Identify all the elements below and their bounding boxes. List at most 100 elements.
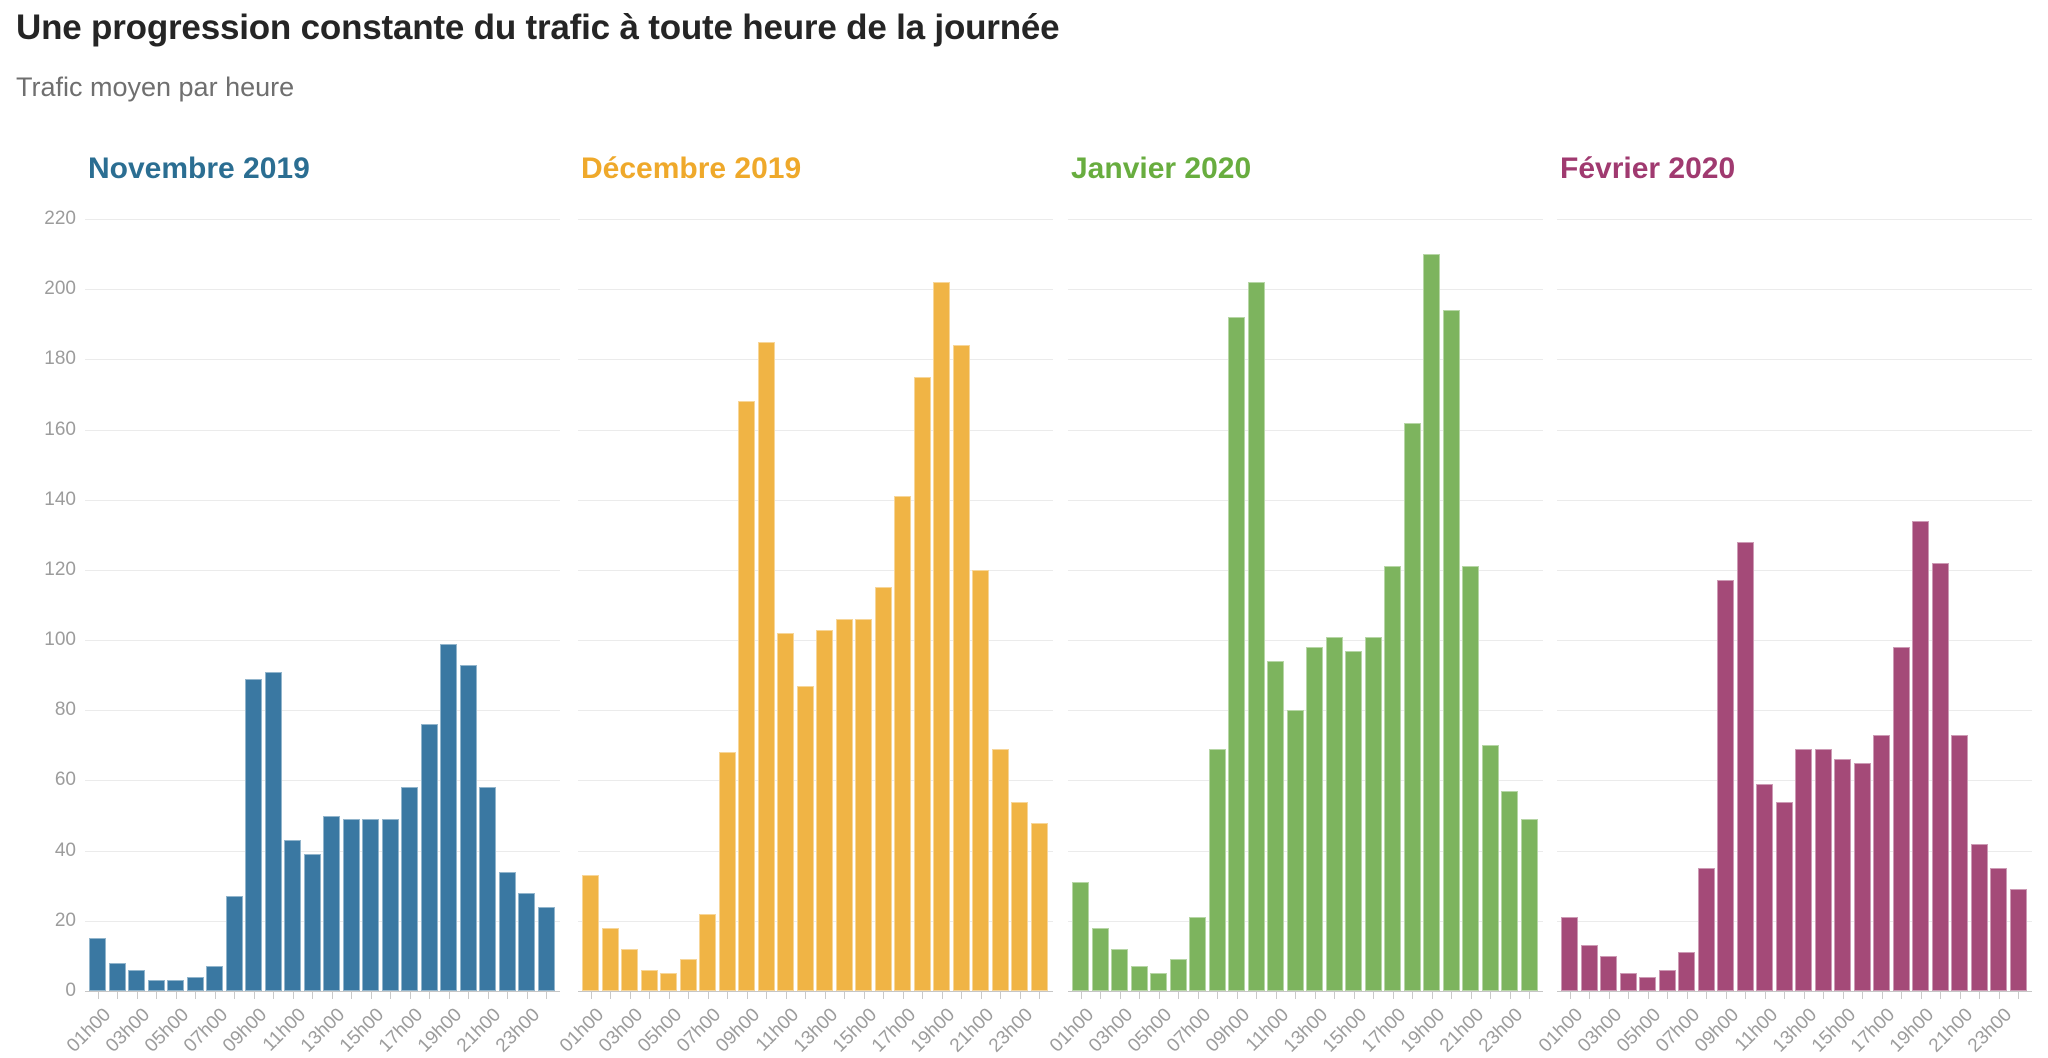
x-axis-label-17h00: 17h00 [867,1004,921,1057]
bar-decembre-2019-20h00 [952,345,970,991]
gridline-y-120 [85,569,560,571]
x-tick [1139,992,1140,999]
x-tick [1764,992,1766,999]
x-tick [1412,992,1413,999]
bar-novembre-2019-06h00 [186,976,204,991]
x-tick [1275,992,1277,999]
bar-novembre-2019-08h00 [225,896,243,991]
bar-novembre-2019-09h00 [245,678,263,991]
y-axis-label-20: 20 [54,909,76,931]
x-axis-label-03h00: 03h00 [594,1004,648,1057]
bar-novembre-2019-01h00 [89,938,107,991]
bar-fevrier-2020-06h00 [1658,969,1676,991]
bar-fevrier-2020-24h00 [2009,889,2027,991]
x-tick [390,992,391,999]
x-axis-label-13h00: 13h00 [789,1004,843,1057]
x-axis-label-03h00: 03h00 [101,1004,155,1057]
panels-container: Novembre 2019 0 20 40 60 80 100 120 140 160 180 200… [0,150,2048,1058]
bar-janvier-2020-07h00 [1189,917,1207,991]
bar-janvier-2020-16h00 [1364,636,1382,991]
x-tick [1998,992,2000,999]
y-axis-label-120: 120 [44,558,76,580]
bar-janvier-2020-10h00 [1247,282,1265,991]
bar-decembre-2019-16h00 [874,587,892,991]
x-axis-label-21h00: 21h00 [1435,1004,1489,1057]
bar-janvier-2020-20h00 [1442,310,1460,991]
x-tick [1178,992,1179,999]
chart-subtitle: Trafic moyen par heure [16,72,295,102]
bar-janvier-2020-09h00 [1228,317,1246,991]
gridline-y-60 [85,780,560,782]
x-axis-label-07h00: 07h00 [179,1004,233,1057]
x-tick [980,992,982,999]
x-axis-label-09h00: 09h00 [1690,1004,1744,1057]
x-tick [312,992,313,999]
x-axis-label-23h00: 23h00 [984,1004,1038,1057]
x-tick [292,992,294,999]
bar-decembre-2019-24h00 [1030,822,1048,991]
x-axis-label-13h00: 13h00 [1768,1004,1822,1057]
bar-fevrier-2020-16h00 [1853,762,1871,991]
x-tick [1158,992,1160,999]
bar-janvier-2020-18h00 [1403,422,1421,991]
bar-janvier-2020-04h00 [1130,966,1148,991]
x-tick [1667,992,1668,999]
plot-area-decembre-2019: 01h00 03h00 05h00 07h00 09h00 11h00 13h00 15h00… [556,219,1053,1057]
bar-janvier-2020-21h00 [1462,566,1480,991]
y-axis-label-220: 220 [44,208,76,229]
x-tick [1392,992,1394,999]
gridline-y-60 [1557,780,2032,782]
gridline-y-20 [85,920,560,922]
bar-fevrier-2020-21h00 [1951,734,1969,991]
x-tick [668,992,670,999]
bar-novembre-2019-10h00 [264,671,282,991]
bar-fevrier-2020-09h00 [1717,580,1735,991]
x-axis-label-01h00: 01h00 [555,1004,609,1057]
x-tick [1823,992,1824,999]
bar-novembre-2019-16h00 [381,819,399,991]
gridline-y-120 [1068,569,1543,571]
x-tick [273,992,274,999]
bar-fevrier-2020-01h00 [1561,917,1579,991]
x-axis-label-13h00: 13h00 [296,1004,350,1057]
gridline-y-40 [1557,850,2032,852]
x-axis-label-19h00: 19h00 [1885,1004,1939,1057]
x-axis-label-09h00: 09h00 [218,1004,272,1057]
gridline-y-200 [578,289,1053,291]
x-tick [1000,992,1001,999]
bar-janvier-2020-13h00 [1306,647,1324,991]
x-axis-label-07h00: 07h00 [1651,1004,1705,1057]
gridline-y-120 [578,569,1053,571]
x-tick [1353,992,1355,999]
gridline-y-80 [578,710,1053,712]
bar-janvier-2020-15h00 [1345,650,1363,991]
bar-fevrier-2020-05h00 [1639,976,1657,991]
x-tick [1019,992,1021,999]
bar-novembre-2019-02h00 [108,962,126,991]
bar-fevrier-2020-07h00 [1678,952,1696,991]
gridline-y-180 [1068,359,1543,361]
gridline-y-80 [85,710,560,712]
gridline-y-140 [1557,499,2032,501]
x-axis-label-17h00: 17h00 [374,1004,428,1057]
bar-novembre-2019-18h00 [420,724,438,991]
gridline-y-140 [578,499,1053,501]
x-tick [1080,992,1082,999]
x-axis-label-17h00: 17h00 [1357,1004,1411,1057]
x-axis-baseline [578,991,1053,992]
bar-fevrier-2020-17h00 [1873,734,1891,991]
bar-janvier-2020-24h00 [1520,819,1538,991]
y-axis-label-80: 80 [54,699,76,721]
x-axis-label-01h00: 01h00 [1045,1004,1099,1057]
x-tick [1470,992,1472,999]
gridline-y-180 [578,359,1053,361]
x-axis-label-21h00: 21h00 [452,1004,506,1057]
x-tick [97,992,99,999]
x-axis-label-09h00: 09h00 [711,1004,765,1057]
x-tick [1100,992,1101,999]
x-axis-label-23h00: 23h00 [1963,1004,2017,1057]
y-axis-label-180: 180 [44,348,76,370]
x-axis-label-15h00: 15h00 [828,1004,882,1057]
y-axis-label-200: 200 [44,278,76,300]
